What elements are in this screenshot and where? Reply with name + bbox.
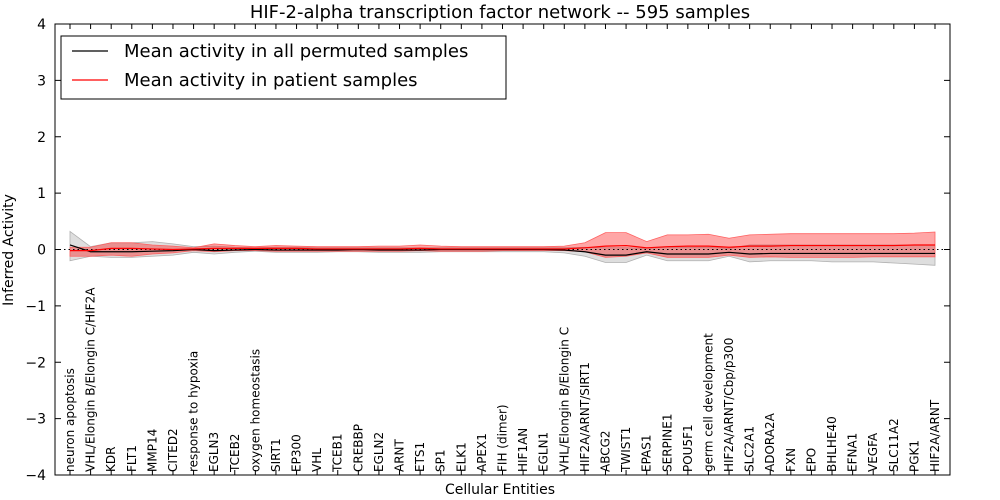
x-category-label: HIF2A/ARNT/Cbp/p300 bbox=[722, 338, 736, 472]
x-category-label: ELK1 bbox=[454, 442, 468, 472]
y-tick-label: 0 bbox=[37, 243, 46, 259]
x-category-label: ADORA2A bbox=[763, 412, 777, 472]
y-tick-label: −2 bbox=[25, 355, 46, 371]
x-category-label: HIF2A/ARNT/SIRT1 bbox=[578, 362, 592, 472]
x-category-label: EPO bbox=[804, 448, 818, 472]
x-category-label: SERPINE1 bbox=[660, 413, 674, 472]
x-category-label: EGLN2 bbox=[372, 432, 386, 472]
x-category-label: EP300 bbox=[290, 434, 304, 472]
x-category-label: VEGFA bbox=[866, 432, 880, 472]
x-category-label: EGLN3 bbox=[207, 432, 221, 472]
x-category-label: SLC2A1 bbox=[743, 426, 757, 472]
x-axis-ticks bbox=[69, 24, 936, 475]
y-axis-ticks: −4 −3 −2 −1 0 1 2 3 4 bbox=[25, 17, 950, 484]
x-category-label: EGLN1 bbox=[537, 432, 551, 472]
legend-box bbox=[60, 35, 507, 100]
x-category-label: TCEB2 bbox=[228, 434, 242, 473]
y-tick-label: −1 bbox=[25, 299, 46, 315]
legend: Mean activity in all permuted samples Me… bbox=[60, 35, 507, 100]
y-tick-label: −4 bbox=[25, 468, 46, 484]
x-category-label: BHLHE40 bbox=[825, 416, 839, 472]
x-axis-title: Cellular Entities bbox=[445, 482, 555, 498]
x-category-label: ETS1 bbox=[413, 442, 427, 472]
x-category-label: EPAS1 bbox=[640, 434, 654, 472]
x-category-label: ARNT bbox=[393, 438, 407, 472]
x-category-label: neuron apoptosis bbox=[63, 368, 77, 472]
x-axis-category-labels: neuron apoptosis VHL/Elongin B/Elongin C/… bbox=[63, 287, 942, 473]
series-line-patient bbox=[70, 244, 935, 252]
x-category-label: HIF2A/ARNT bbox=[928, 399, 942, 472]
x-category-label: MMP14 bbox=[145, 429, 159, 472]
series-lines bbox=[69, 244, 935, 256]
x-category-label: VHL/Elongin B/Elongin C bbox=[557, 327, 571, 472]
x-category-label: TCEB1 bbox=[331, 434, 345, 473]
x-category-label: FXN bbox=[784, 448, 798, 472]
x-category-label: SLC11A2 bbox=[887, 418, 901, 472]
x-category-label: VHL/Elongin B/Elongin C/HIF2A bbox=[84, 287, 98, 472]
x-category-label: germ cell development bbox=[701, 333, 715, 472]
y-tick-label: 1 bbox=[37, 186, 46, 202]
x-category-label: CITED2 bbox=[166, 428, 180, 472]
x-category-label: FIH (dimer) bbox=[496, 404, 510, 472]
x-category-label: ABCG2 bbox=[598, 430, 612, 472]
x-category-label: CREBBP bbox=[351, 424, 365, 472]
x-category-label: SIRT1 bbox=[269, 438, 283, 472]
y-tick-label: 2 bbox=[37, 130, 46, 146]
x-category-label: HIF1AN bbox=[516, 428, 530, 472]
x-category-label: APEX1 bbox=[475, 433, 489, 472]
x-category-label: oxygen homeostasis bbox=[248, 349, 262, 472]
x-category-label: SP1 bbox=[434, 449, 448, 472]
band-patient bbox=[69, 231, 936, 258]
x-category-label: VHL bbox=[310, 448, 324, 472]
y-axis-title: Inferred Activity bbox=[1, 194, 17, 306]
x-category-label: response to hypoxia bbox=[187, 351, 201, 472]
x-category-label: KDR bbox=[104, 447, 118, 472]
x-category-label: FLT1 bbox=[125, 445, 139, 472]
x-category-label: EFNA1 bbox=[846, 433, 860, 472]
x-category-label: PGK1 bbox=[907, 440, 921, 472]
legend-label-permuted: Mean activity in all permuted samples bbox=[124, 41, 468, 62]
y-tick-label: 4 bbox=[37, 17, 46, 33]
legend-label-patient: Mean activity in patient samples bbox=[124, 70, 418, 91]
x-category-label: POU5F1 bbox=[681, 424, 695, 472]
x-category-label: TWIST1 bbox=[619, 427, 633, 473]
chart-title: HIF-2-alpha transcription factor network… bbox=[250, 2, 750, 23]
y-tick-label: 3 bbox=[37, 73, 46, 89]
y-tick-label: −3 bbox=[25, 412, 46, 428]
